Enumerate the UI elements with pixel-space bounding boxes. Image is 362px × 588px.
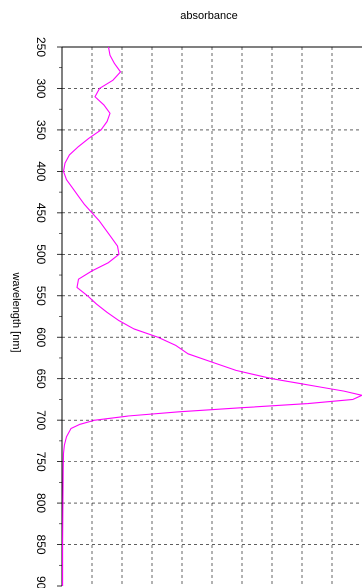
label-layer: 250 300 350 400 450 500 550 600 650 700 750 800 850 9… — [10, 10, 238, 588]
grid-layer — [62, 47, 362, 586]
wavelength-tick-label: 900 — [34, 576, 48, 588]
series-layer — [62, 46, 362, 586]
absorbance-series-line — [62, 46, 362, 586]
wavelength-tick-label: 400 — [34, 161, 48, 181]
wavelength-tick-label: 750 — [34, 452, 48, 472]
wavelength-tick-label: 550 — [34, 286, 48, 306]
wavelength-tick-label: 350 — [34, 120, 48, 140]
wavelength-tick-label: 600 — [34, 327, 48, 347]
axis-layer — [57, 46, 362, 587]
wavelength-tick-label: 650 — [34, 369, 48, 389]
wavelength-tick-label: 450 — [34, 203, 48, 223]
y-axis-title: wavelength [nm] — [10, 271, 22, 352]
wavelength-tick-label: 500 — [34, 244, 48, 264]
wavelength-tick-label: 850 — [34, 535, 48, 555]
wavelength-tick-label: 250 — [34, 37, 48, 57]
wavelength-tick-label: 700 — [34, 410, 48, 430]
x-axis-title: absorbance — [180, 10, 238, 22]
wavelength-tick-label: 800 — [34, 493, 48, 513]
wavelength-tick-label: 300 — [34, 78, 48, 98]
